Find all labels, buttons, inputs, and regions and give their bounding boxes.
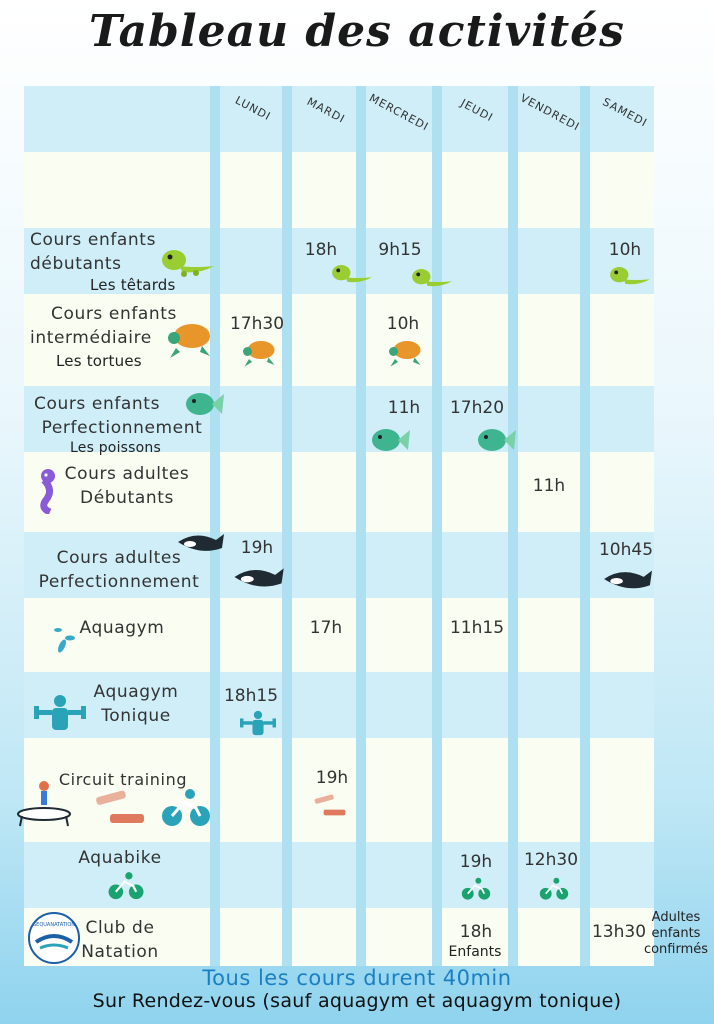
- appointment-note: Sur Rendez-vous (sauf aquagym et aquagym…: [92, 990, 622, 1012]
- time-tortues-mercredi: 10h: [386, 314, 420, 334]
- orca-icon: [604, 570, 652, 589]
- table-row: [24, 386, 654, 452]
- seahorse-icon: [40, 469, 55, 514]
- cyclist-icon: [108, 872, 144, 900]
- row-label-aquagym: Aquagym: [79, 618, 165, 638]
- table-row: [24, 294, 654, 386]
- table-row: [24, 452, 654, 532]
- lizard-icon: [610, 267, 650, 285]
- time-tetards-samedi: 10h: [608, 240, 642, 260]
- turtle-icon: [243, 341, 275, 367]
- cyclist-icon: [162, 789, 210, 826]
- row-label-aquabike: Aquabike: [78, 848, 162, 868]
- header-row: [24, 86, 654, 152]
- club-note-enfants: Enfants: [448, 944, 502, 960]
- lizard-icon: [412, 269, 452, 287]
- time-aquabike-jeudi: 19h: [459, 852, 493, 872]
- time-aquagym-jeudi: 11h15: [449, 618, 505, 638]
- page-title: Tableau des activités: [89, 6, 625, 57]
- row-label-adultes-debutants: Cours adultes Débutants: [64, 464, 190, 508]
- trampoline-icon: [17, 781, 71, 827]
- time-poissons-jeudi: 17h20: [449, 398, 505, 418]
- turtle-icon: [389, 341, 421, 367]
- orca-icon: [178, 534, 224, 551]
- row-label-aquagym-tonique: Aquagym Tonique: [93, 682, 179, 726]
- dumbbell-icon: [314, 794, 346, 816]
- schedule-table: [24, 86, 654, 966]
- time-tortues-lundi: 17h30: [229, 314, 285, 334]
- turtle-icon: [168, 324, 210, 358]
- time-adultes-perf-lundi: 19h: [240, 538, 274, 558]
- time-club-jeudi: 18h: [459, 922, 493, 942]
- orca-icon: [234, 568, 284, 587]
- lizard-icon: [332, 265, 372, 283]
- time-aquagym-mardi: 17h: [309, 618, 343, 638]
- row-label-adultes-perf: Cours adultes Perfectionnement: [38, 548, 200, 592]
- time-tetards-mercredi: 9h15: [378, 240, 422, 260]
- time-club-samedi: 13h30: [591, 922, 647, 942]
- time-tetards-mardi: 18h: [304, 240, 338, 260]
- table-row: [24, 228, 654, 294]
- row-label-tetards: Cours enfants débutants Les têtards: [30, 230, 176, 294]
- fish-icon: [478, 429, 516, 451]
- row-label-poissons: Cours enfants Perfectionnement Les poiss…: [34, 394, 203, 456]
- row-label-circuit: Circuit training: [58, 770, 188, 789]
- water-splash-icon: [54, 628, 75, 653]
- cyclist-icon: [461, 877, 491, 900]
- time-adultes-perf-samedi: 10h45: [598, 540, 654, 560]
- fish-icon: [186, 393, 224, 415]
- row-label-tortues: Cours enfants intermédiaire Les tortues: [30, 304, 178, 370]
- duration-note: Tous les cours durent 40min: [202, 966, 512, 990]
- time-aquagym-tonique-lundi: 18h15: [223, 686, 279, 706]
- table-row: [24, 908, 654, 966]
- weightlifter-icon: [240, 710, 276, 736]
- table-row: [24, 532, 654, 598]
- cyclist-icon: [539, 877, 569, 900]
- table-row: [24, 598, 654, 672]
- time-circuit-mardi: 19h: [315, 768, 349, 788]
- club-note-adultes: Adultes enfants confirmés: [643, 910, 709, 957]
- weightlifter-icon: [34, 695, 86, 730]
- row-label-club: Club de Natation: [81, 918, 159, 962]
- club-logo: SEQUANATATION: [28, 912, 80, 964]
- dumbbell-icon: [96, 790, 144, 823]
- lizard-icon: [162, 250, 214, 277]
- svg-text:SEQUANATATION: SEQUANATATION: [33, 922, 75, 928]
- table-row: [24, 738, 654, 842]
- time-aquabike-vendredi: 12h30: [523, 850, 579, 870]
- time-poissons-mercredi: 11h: [387, 398, 421, 418]
- table-row: [24, 152, 654, 228]
- fish-icon: [372, 429, 410, 451]
- time-adultes-debutants-vendredi: 11h: [532, 476, 566, 496]
- table-row: [24, 672, 654, 738]
